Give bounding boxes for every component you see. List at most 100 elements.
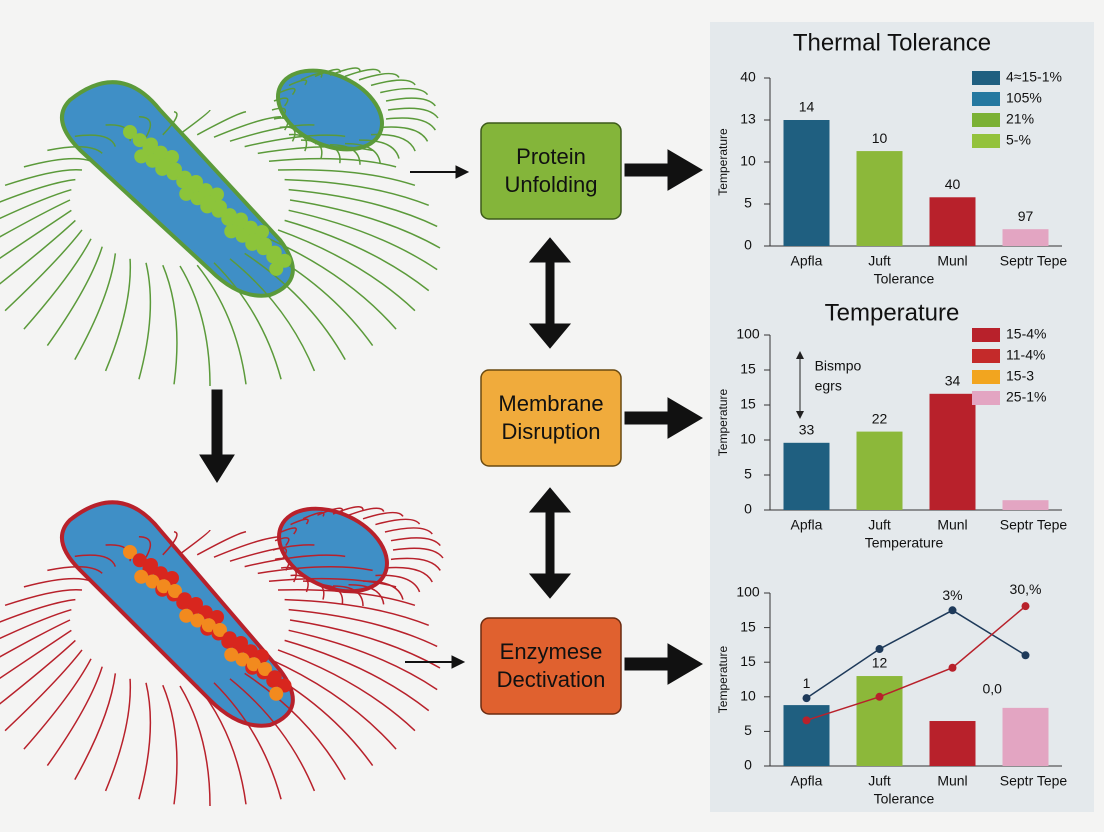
granule	[156, 158, 171, 173]
annotation: 14	[799, 99, 815, 115]
flagellum	[284, 639, 430, 712]
flagellum	[0, 219, 76, 285]
flagellum	[244, 554, 346, 568]
granule	[156, 579, 171, 594]
flagellum	[375, 574, 421, 593]
annotation: 30,%	[1010, 581, 1042, 597]
flagellum	[23, 238, 92, 330]
point	[802, 716, 811, 725]
flagellum	[213, 536, 282, 558]
granule	[145, 574, 160, 589]
granule	[234, 636, 248, 650]
flagellum	[138, 536, 152, 558]
y-tick-label: 10	[740, 153, 756, 169]
point	[802, 694, 811, 703]
legend-swatch	[972, 349, 1000, 363]
flagellum	[4, 649, 83, 732]
node-box	[480, 369, 622, 467]
x-axis-title: Tolerance	[874, 791, 935, 807]
granule	[179, 608, 194, 623]
y-tick-label: 10	[740, 688, 756, 704]
x-tick-label: Septr Tepe	[1000, 517, 1068, 533]
legend-swatch	[972, 113, 1000, 127]
flagellum	[387, 107, 439, 119]
flagellum	[196, 530, 247, 556]
flagellum	[332, 506, 364, 515]
line	[806, 609, 1026, 699]
x-tick-label: Apfla	[791, 253, 823, 269]
flagellum	[4, 589, 83, 607]
granule	[189, 597, 203, 611]
flagellum	[329, 67, 361, 76]
flagellum	[213, 116, 282, 138]
arrowhead	[796, 411, 804, 419]
granule	[177, 170, 192, 185]
legend-swatch	[972, 370, 1000, 384]
flagellum	[274, 557, 290, 571]
flagellum	[290, 574, 309, 593]
flagellum	[358, 139, 400, 159]
point	[875, 692, 884, 701]
x-tick-label: Munl	[937, 773, 967, 789]
granule	[132, 133, 147, 148]
flagellum	[196, 684, 247, 805]
y-tick-label: 5	[744, 722, 752, 738]
flagellum	[348, 584, 385, 605]
arrowhead	[796, 351, 804, 359]
flagellum	[277, 169, 416, 187]
flagellum	[288, 209, 438, 271]
flagellum	[179, 685, 211, 807]
y-tick-label: 10	[740, 431, 756, 447]
flagellum	[314, 142, 341, 164]
flagellum	[0, 188, 72, 220]
legend-label: 11-4%	[1006, 347, 1045, 363]
flagellum	[284, 598, 430, 627]
x-tick-label: Juft	[868, 517, 891, 533]
flagellum	[288, 188, 438, 228]
y-tick-label: 100	[736, 584, 760, 600]
flagellum	[288, 629, 438, 691]
x-axis-title: Tolerance	[874, 271, 935, 287]
point	[948, 663, 957, 672]
granule	[190, 613, 205, 628]
arrow	[624, 657, 671, 671]
flagellum	[0, 619, 71, 658]
bacteria	[0, 67, 444, 807]
flagellum	[138, 116, 152, 138]
granule	[235, 652, 250, 667]
flagellum	[4, 169, 83, 187]
granule	[123, 545, 137, 559]
legend-label: 25-1%	[1006, 389, 1046, 405]
flagellum	[46, 666, 103, 767]
flagellum	[47, 146, 103, 154]
flagellum	[284, 178, 430, 207]
flagellum	[229, 124, 315, 142]
annotation: 33	[799, 422, 815, 438]
flagellum	[271, 107, 287, 119]
flagellum	[380, 87, 429, 96]
flagellum	[162, 264, 178, 385]
arrow	[545, 257, 555, 329]
annotation: Bismpo	[815, 358, 862, 374]
arrowhead	[528, 323, 572, 349]
flagellum	[384, 566, 433, 583]
granule	[269, 686, 284, 701]
arrowhead	[199, 454, 235, 483]
flagellum	[162, 110, 178, 136]
legend-swatch	[972, 391, 1000, 405]
flagellum	[380, 126, 429, 142]
annotation: 97	[1018, 208, 1034, 224]
granule	[246, 233, 261, 248]
flagellum	[289, 199, 441, 249]
x-axis-title: Temperature	[865, 535, 944, 551]
bar	[856, 431, 903, 510]
flagellum	[279, 126, 296, 142]
granule	[258, 662, 272, 676]
flagellum	[392, 547, 444, 559]
granule	[145, 153, 160, 168]
y-tick-label: 0	[744, 501, 752, 517]
flagellum	[289, 619, 441, 669]
granule	[123, 125, 137, 139]
flagellum	[384, 527, 433, 535]
granule	[213, 623, 227, 637]
